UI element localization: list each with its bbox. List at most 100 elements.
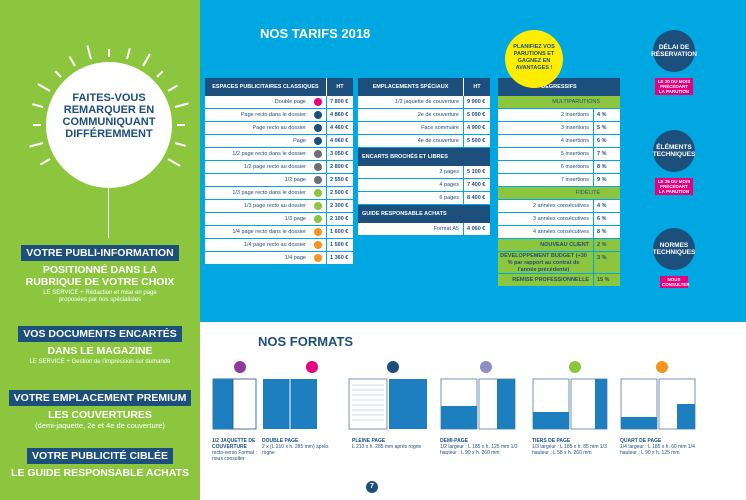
block-bar: VOTRE PUBLICITÉ CIBLÉE xyxy=(27,448,173,464)
row-label: 2 années consécutives xyxy=(533,203,589,209)
row-dot-cell xyxy=(310,226,326,238)
row-label: 4 insertions xyxy=(560,138,589,144)
row-dot-cell xyxy=(310,148,326,160)
row-value: 4 900 € xyxy=(463,122,490,134)
row-price: 2 300 € xyxy=(326,200,353,212)
block-main: LE GUIDE RESPONSABLE ACHATS xyxy=(11,467,189,479)
row-value: 9 % xyxy=(593,174,620,186)
block-encartes: VOS DOCUMENTS ENCARTÉS DANS LE MAGAZINE … xyxy=(0,324,200,366)
row-value: 2 % xyxy=(593,239,620,251)
classic-ht: HT xyxy=(326,78,353,96)
row-label: 1/2 page recto dans le dossier xyxy=(232,151,306,157)
classic-row: 1/3 page 2 100 € xyxy=(205,213,353,226)
special-row: Face sommaire 4 900 € xyxy=(358,122,490,135)
fid-label: FIDÉLITÉ xyxy=(575,190,600,196)
format-dot xyxy=(387,361,399,373)
tarifs-title: NOS TARIFS 2018 xyxy=(260,26,371,41)
page-number: 7 xyxy=(366,481,378,493)
format-tiers-page-illustration xyxy=(532,378,608,430)
format-pleine-page-illustration xyxy=(348,378,427,430)
normes-tag: NOUS CONSULTER xyxy=(660,276,690,288)
block-bar: VOS DOCUMENTS ENCARTÉS xyxy=(18,326,182,342)
block-small: (demi-jaquette, 2e et 4e de couverture) xyxy=(35,421,165,430)
row-label: 4 pages xyxy=(439,182,459,188)
row-price: 2 100 € xyxy=(326,213,353,225)
fid-row: 3 années consécutives 6 % xyxy=(498,213,620,226)
row-dot-cell xyxy=(310,135,326,147)
row-value: 15 % xyxy=(593,274,620,286)
row-label: 1/4 page recto au dossier xyxy=(243,242,306,248)
row-value: 5 500 € xyxy=(463,135,490,147)
format-color-dot xyxy=(314,163,322,171)
row-dot-cell xyxy=(310,252,326,264)
row-value: 8 % xyxy=(593,226,620,238)
row-value: 6 % xyxy=(593,135,620,147)
fid-row: 4 années consécutives 8 % xyxy=(498,226,620,239)
formats-title: NOS FORMATS xyxy=(258,334,354,349)
row-label: Format A5 xyxy=(433,226,459,232)
multi-row: 3 insertions 5 % xyxy=(498,122,620,135)
fid-row: 2 années consécutives 4 % xyxy=(498,200,620,213)
row-price: 2 500 € xyxy=(326,187,353,199)
block-bar: VOTRE EMPLACEMENT PREMIUM xyxy=(8,390,192,406)
special-table: EMPLACEMENTS SPÉCIAUX HT 1/2 jaquette de… xyxy=(358,78,490,236)
classic-row: 1/4 page recto dans le dossier 1 600 € xyxy=(205,226,353,239)
row-label: DÉVELOPPEMENT BUDGET (+30 % par rapport … xyxy=(500,253,587,273)
format-color-dot xyxy=(314,98,322,106)
elements-circle: ÉLÉMENTS TECHNIQUES xyxy=(653,130,695,172)
block-sub: LE SERVICE + Gestion de l'impression sur… xyxy=(29,359,171,365)
classic-row: 1/4 page 1 360 € xyxy=(205,252,353,265)
block-main: LES COUVERTURES xyxy=(48,409,152,421)
classic-row: Page recto dans le dossier 4 860 € xyxy=(205,109,353,122)
block-premium: VOTRE EMPLACEMENT PREMIUM LES COUVERTURE… xyxy=(0,388,200,430)
row-price: 3 050 € xyxy=(326,148,353,160)
row-dot-cell xyxy=(310,187,326,199)
row-price: 2 800 € xyxy=(326,161,353,173)
format-dot xyxy=(480,361,492,373)
multi-row: 6 insertions 8 % xyxy=(498,161,620,174)
format-desc: recto-verso Format : nous consulter xyxy=(212,450,258,462)
row-value: 9 900 € xyxy=(463,96,490,108)
row-label: Page recto dans le dossier xyxy=(240,112,306,118)
delai-tag: LE 20 DU MOIS PRÉCÉDANT LA PARUTION xyxy=(655,78,693,95)
row-price: 4 860 € xyxy=(326,109,353,121)
row-label: 1/2 page recto au dossier xyxy=(243,164,306,170)
burst-circle xyxy=(46,62,172,188)
row-price: 2 550 € xyxy=(326,174,353,186)
plan-badge: PLANIFIEZ VOS PARUTIONS ET GAGNEZ EN AVA… xyxy=(505,30,563,88)
format-dot xyxy=(656,361,668,373)
format-desc: 2 x (L 210 x h. 285 mm) après rogne xyxy=(262,444,329,456)
format-name: PLEINE PAGE xyxy=(352,438,386,444)
format-caption: 1/2 JAQUETTE DE COUVERTURE recto-verso Fo… xyxy=(212,438,257,462)
row-dot-cell xyxy=(310,96,326,108)
format-color-dot xyxy=(314,124,322,132)
degressifs-table: DÉGRESSIFS MULTIPARUTIONS 2 insertions 4 … xyxy=(498,78,620,287)
classic-table: ESPACES PUBLICITAIRES CLASSIQUES HT Doub… xyxy=(205,78,353,265)
format-color-dot xyxy=(314,215,322,223)
row-label: Face sommaire xyxy=(421,125,459,131)
special-row: 4e de couverture 5 500 € xyxy=(358,135,490,148)
row-price: 4 060 € xyxy=(326,135,353,147)
multi-header: MULTIPARUTIONS xyxy=(498,96,620,109)
row-dot-cell xyxy=(310,174,326,186)
row-label: 1/3 page recto dans le dossier xyxy=(232,190,306,196)
special-row: 1/2 jaquette de couverture 9 900 € xyxy=(358,96,490,109)
classic-row: Double page 7 800 € xyxy=(205,96,353,109)
format-desc: 1/3 largeur : L 185 x h. 85 mm 1/3 haute… xyxy=(532,444,607,456)
normes-circle: NORMES TECHNIQUES xyxy=(653,228,695,270)
row-label: 6 pages xyxy=(439,195,459,201)
row-value: 3 % xyxy=(593,252,620,273)
format-color-dot xyxy=(314,228,322,236)
row-label: 1/3 page recto au dossier xyxy=(243,203,306,209)
block-bar: VOTRE PUBLI-INFORMATION xyxy=(21,245,179,261)
firework-stem xyxy=(108,188,109,238)
multi-label: MULTIPARUTIONS xyxy=(552,99,600,105)
row-value: 6 % xyxy=(593,213,620,225)
row-label: 2 insertions xyxy=(560,112,589,118)
classic-row: 1/2 page recto dans le dossier 3 050 € xyxy=(205,148,353,161)
green-row: NOUVEAU CLIENT 2 % xyxy=(498,239,620,252)
delai-circle: DÉLAI DE RÉSERVATION xyxy=(651,30,697,72)
row-label: 5 insertions xyxy=(560,151,589,157)
row-value: 5 100 € xyxy=(463,166,490,178)
row-price: 7 800 € xyxy=(326,96,353,108)
